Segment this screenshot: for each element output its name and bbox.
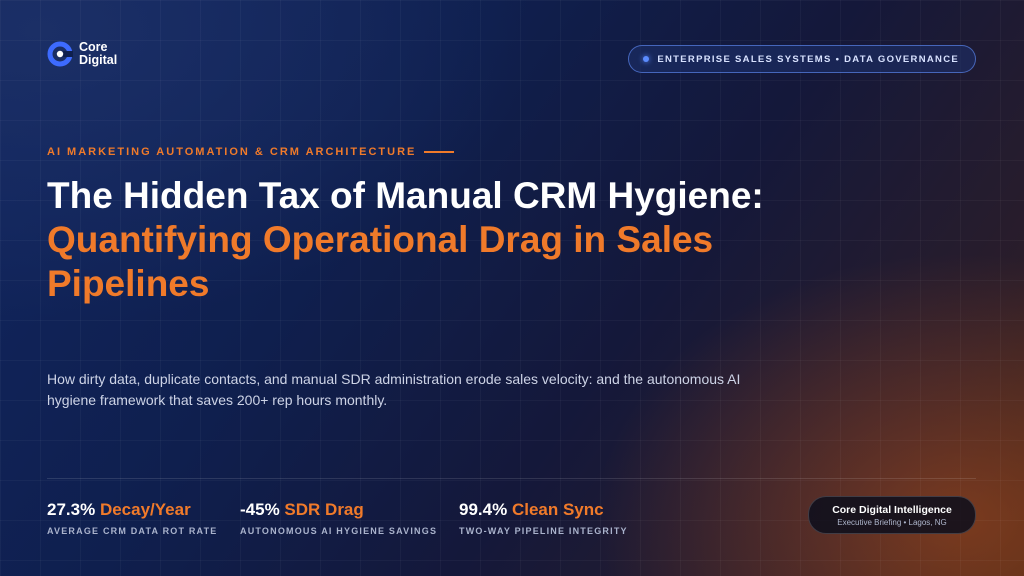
core-digital-logo-icon [47, 41, 73, 67]
brand-name-line1: Core [79, 40, 108, 54]
stat-value: 99.4% Clean Sync [459, 500, 628, 520]
stat-number: 27.3% [47, 500, 96, 519]
stat-number: -45% [240, 500, 280, 519]
stat-label: TWO-WAY PIPELINE INTEGRITY [459, 526, 628, 536]
stat-accent: SDR Drag [284, 500, 364, 519]
stat-value: -45% SDR Drag [240, 500, 437, 520]
stat-accent: Decay/Year [99, 500, 191, 519]
stat-label: AUTONOMOUS AI HYGIENE SAVINGS [240, 526, 438, 536]
status-dot-icon [643, 56, 650, 62]
page-title: The Hidden Tax of Manual CRM Hygiene: Qu… [47, 174, 807, 306]
stat-clean-sync: 99.4% Clean Sync TWO-WAY PIPELINE INTEGR… [459, 500, 628, 536]
title-accent: Quantifying Operational Drag in Sales Pi… [47, 219, 714, 304]
category-pill: ENTERPRISE SALES SYSTEMS • DATA GOVERNAN… [628, 45, 976, 73]
eyebrow-text: AI MARKETING AUTOMATION & CRM ARCHITECTU… [47, 146, 417, 158]
executive-briefing-badge: Core Digital Intelligence Executive Brie… [808, 496, 976, 534]
category-pill-text: ENTERPRISE SALES SYSTEMS • DATA GOVERNAN… [657, 53, 959, 65]
eyebrow: AI MARKETING AUTOMATION & CRM ARCHITECTU… [47, 146, 455, 158]
badge-title: Core Digital Intelligence [832, 503, 952, 516]
page-description: How dirty data, duplicate contacts, and … [47, 371, 741, 408]
brand-name-line2: Digital [79, 53, 118, 67]
stats-divider [47, 478, 976, 479]
badge-subtitle: Executive Briefing • Lagos, NG [837, 517, 947, 527]
eyebrow-rule [424, 151, 455, 153]
brand-name: Core Digital [79, 41, 117, 67]
stat-sdr-drag: -45% SDR Drag AUTONOMOUS AI HYGIENE SAVI… [240, 500, 437, 536]
title-main: The Hidden Tax of Manual CRM Hygiene: [47, 175, 764, 216]
stat-label: AVERAGE CRM DATA ROT RATE [47, 526, 218, 536]
brand-logo[interactable]: Core Digital [47, 41, 117, 67]
stat-value: 27.3% Decay/Year [47, 500, 218, 520]
stat-decay: 27.3% Decay/Year AVERAGE CRM DATA ROT RA… [47, 500, 218, 536]
stat-number: 99.4% [459, 500, 508, 519]
stat-accent: Clean Sync [511, 500, 604, 519]
